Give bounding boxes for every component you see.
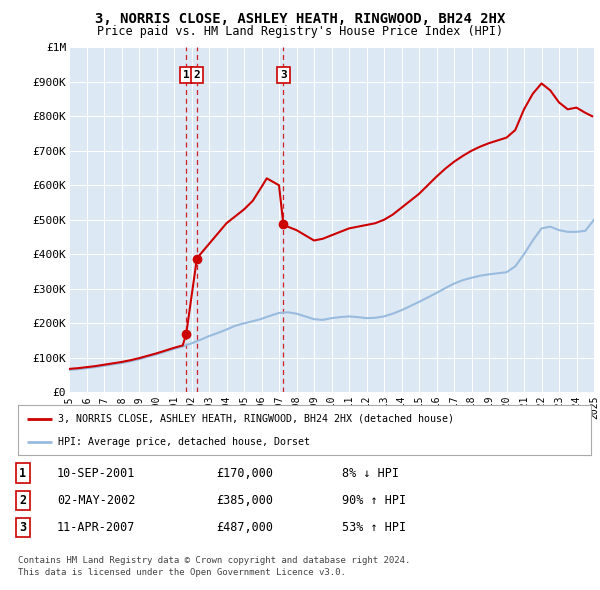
Text: Contains HM Land Registry data © Crown copyright and database right 2024.: Contains HM Land Registry data © Crown c… [18,556,410,565]
Text: 8% ↓ HPI: 8% ↓ HPI [342,467,399,480]
Text: 2: 2 [19,494,26,507]
Text: 90% ↑ HPI: 90% ↑ HPI [342,494,406,507]
Text: 3, NORRIS CLOSE, ASHLEY HEATH, RINGWOOD, BH24 2HX: 3, NORRIS CLOSE, ASHLEY HEATH, RINGWOOD,… [95,12,505,26]
Text: 02-MAY-2002: 02-MAY-2002 [57,494,136,507]
Text: 3: 3 [280,70,287,80]
Text: £170,000: £170,000 [216,467,273,480]
Text: 53% ↑ HPI: 53% ↑ HPI [342,521,406,534]
Text: £385,000: £385,000 [216,494,273,507]
Text: 10-SEP-2001: 10-SEP-2001 [57,467,136,480]
Text: 2: 2 [193,70,200,80]
Text: Price paid vs. HM Land Registry's House Price Index (HPI): Price paid vs. HM Land Registry's House … [97,25,503,38]
Text: HPI: Average price, detached house, Dorset: HPI: Average price, detached house, Dors… [58,437,310,447]
Text: 11-APR-2007: 11-APR-2007 [57,521,136,534]
Text: 3, NORRIS CLOSE, ASHLEY HEATH, RINGWOOD, BH24 2HX (detached house): 3, NORRIS CLOSE, ASHLEY HEATH, RINGWOOD,… [58,414,454,424]
Text: £487,000: £487,000 [216,521,273,534]
Text: 1: 1 [19,467,26,480]
Text: This data is licensed under the Open Government Licence v3.0.: This data is licensed under the Open Gov… [18,568,346,577]
Text: 3: 3 [19,521,26,534]
Text: 1: 1 [183,70,190,80]
